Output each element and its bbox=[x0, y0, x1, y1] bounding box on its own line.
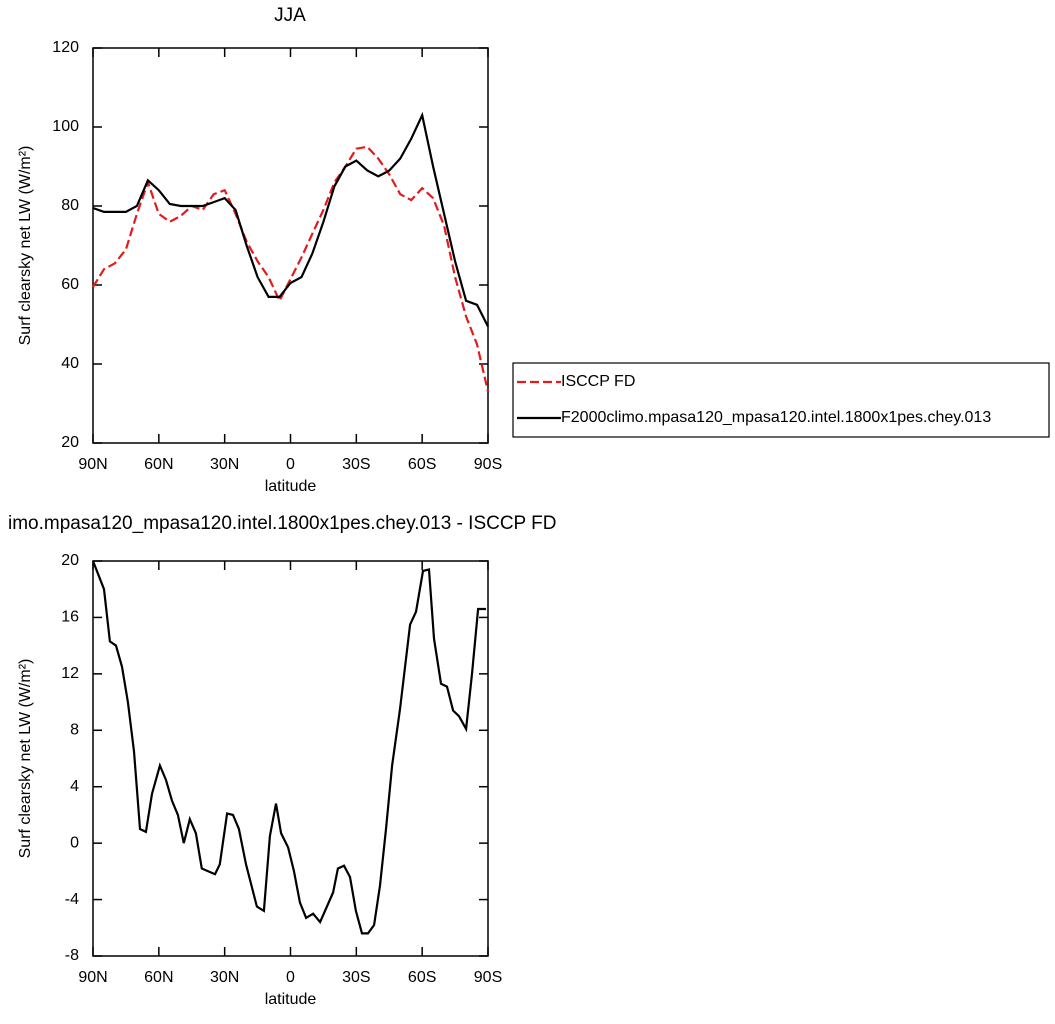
chart-title: imo.mpasa120_mpasa120.intel.1800x1pes.ch… bbox=[8, 513, 557, 534]
x-tick-label: 0 bbox=[286, 969, 295, 986]
x-tick-label: 30S bbox=[342, 456, 370, 473]
y-tick-label: 20 bbox=[61, 434, 79, 451]
x-tick-label: 90N bbox=[78, 969, 107, 986]
y-tick-label: 0 bbox=[70, 834, 79, 851]
x-tick-label: 60N bbox=[144, 969, 173, 986]
y-tick-label: 8 bbox=[70, 722, 79, 739]
x-tick-label: 30N bbox=[210, 456, 239, 473]
y-tick-label: 80 bbox=[61, 197, 79, 214]
legend: ISCCP FD F2000climo.mpasa120_mpasa120.int… bbox=[512, 362, 1050, 438]
x-tick-label: 90S bbox=[474, 969, 502, 986]
chart-title: JJA bbox=[274, 5, 306, 26]
y-axis-label: Surf clearsky net LW (W/m²) bbox=[17, 659, 34, 859]
legend-label: F2000climo.mpasa120_mpasa120.intel.1800x… bbox=[561, 409, 991, 426]
plot-frame bbox=[92, 560, 489, 957]
x-axis-label: latitude bbox=[265, 991, 317, 1008]
y-tick-label: 16 bbox=[61, 609, 79, 626]
y-tick-label: 40 bbox=[61, 355, 79, 372]
y-tick-label: 60 bbox=[61, 276, 79, 293]
x-tick-label: 0 bbox=[286, 456, 295, 473]
y-tick-label: 12 bbox=[61, 665, 79, 682]
data-line bbox=[92, 145, 490, 392]
y-tick-label: 20 bbox=[61, 552, 79, 569]
y-tick-label: 120 bbox=[52, 39, 79, 56]
plot-frame bbox=[92, 47, 489, 444]
x-tick-label: 30N bbox=[210, 969, 239, 986]
x-tick-label: 90S bbox=[474, 456, 502, 473]
x-tick-label: 30S bbox=[342, 969, 370, 986]
legend-box bbox=[512, 362, 1050, 438]
x-axis-label: latitude bbox=[265, 478, 317, 495]
y-tick-label: -8 bbox=[65, 947, 79, 964]
y-tick-label: -4 bbox=[65, 891, 79, 908]
y-axis-label: Surf clearsky net LW (W/m²) bbox=[17, 146, 34, 346]
data-line bbox=[92, 111, 489, 327]
x-tick-label: 60N bbox=[144, 456, 173, 473]
y-tick-label: 100 bbox=[52, 118, 79, 135]
x-tick-label: 60S bbox=[408, 456, 436, 473]
legend-label: ISCCP FD bbox=[561, 373, 635, 390]
x-tick-label: 60S bbox=[408, 969, 436, 986]
x-tick-label: 90N bbox=[78, 456, 107, 473]
data-line bbox=[91, 560, 486, 935]
y-tick-label: 4 bbox=[70, 778, 79, 795]
